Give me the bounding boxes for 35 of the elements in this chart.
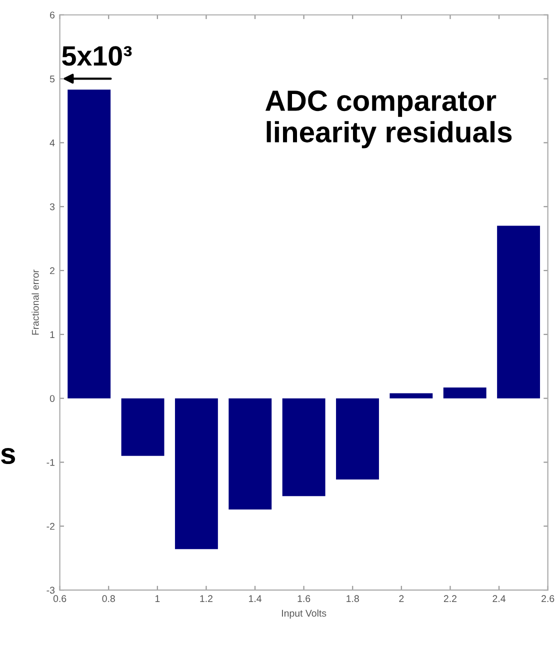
y-tick-label: -2: [46, 522, 54, 530]
text: s: [1, 448, 16, 464]
y-tick-label: 3: [50, 203, 55, 210]
y-tick-label: 5: [50, 76, 55, 82]
bar: [68, 90, 111, 398]
x-tick-label: 1.2: [200, 595, 212, 602]
bar: [282, 398, 326, 496]
y-tick-label: 1: [50, 331, 54, 338]
x-tick-label: 2.6: [542, 595, 554, 602]
annotation: ADC comparator linearity residuals: [266, 90, 512, 148]
bar: [497, 226, 540, 398]
x-tick-label: 2: [399, 595, 404, 602]
x-tick-label: 1.8: [346, 595, 359, 602]
x-tick-label: 0.8: [102, 595, 115, 602]
bar: [174, 398, 218, 550]
y-tick-label: 4: [50, 140, 55, 146]
x-tick-label: 1: [155, 595, 160, 602]
x-tick-label: 0.6: [53, 595, 66, 602]
y-tick-label: 0: [50, 395, 55, 402]
x-tick-label: 1.6: [298, 595, 310, 602]
y-tick-label: -3: [46, 586, 55, 594]
x-tick-label: 2.2: [444, 595, 456, 602]
y-axis-title: Fractional error: [32, 270, 39, 335]
y-tick-label: -1: [46, 459, 54, 466]
x-axis-title: Input Volts: [282, 610, 326, 619]
x-tick-label: 2.4: [492, 595, 506, 602]
bar: [228, 398, 272, 510]
annotation: 5x10³: [62, 46, 132, 66]
x-tick-label: 1.4: [249, 595, 262, 602]
bar: [336, 398, 379, 480]
y-tick-label: 6: [50, 12, 55, 18]
bar: [443, 387, 486, 398]
bar: [121, 398, 164, 456]
bar: [390, 393, 433, 398]
y-tick-label: 2: [50, 267, 54, 274]
